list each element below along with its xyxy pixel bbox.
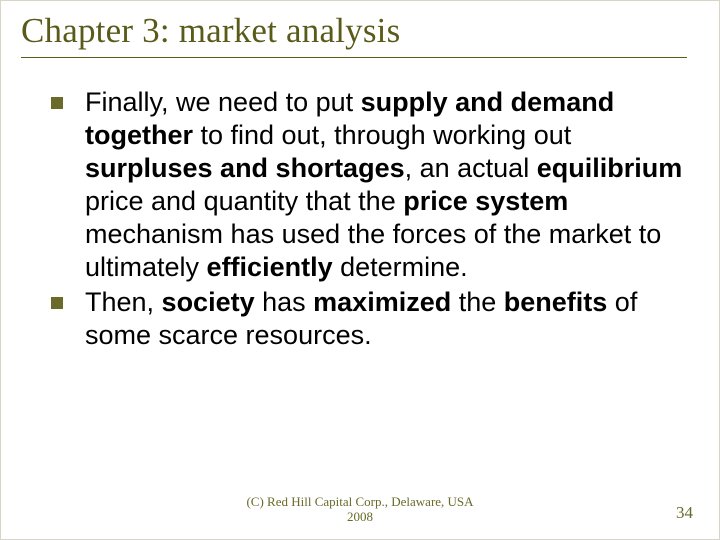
slide-container: Chapter 3: market analysis Finally, we n… <box>1 1 719 539</box>
text-run: Then, <box>85 287 162 317</box>
slide-title: Chapter 3: market analysis <box>21 11 687 58</box>
bold-run: equilibrium <box>537 153 683 183</box>
text-run: Finally, we need to put <box>85 87 361 117</box>
footer: (C) Red Hill Capital Corp., Delaware, US… <box>1 495 719 525</box>
bold-run: efficiently <box>207 252 333 282</box>
footer-line-2: 2008 <box>1 510 719 525</box>
bold-run: society <box>162 287 255 317</box>
bullet-item: Finally, we need to put supply and deman… <box>51 86 687 284</box>
bold-run: price system <box>403 186 568 216</box>
bullet-item: Then, society has maximized the benefits… <box>51 286 687 352</box>
footer-line-1: (C) Red Hill Capital Corp., Delaware, US… <box>1 495 719 510</box>
text-run: has <box>255 287 314 317</box>
text-run: the <box>451 287 504 317</box>
text-run: price and quantity that the <box>85 186 403 216</box>
bold-run: maximized <box>313 287 451 317</box>
text-run: to find out, through working out <box>193 120 571 150</box>
bullet-list: Finally, we need to put supply and deman… <box>21 86 687 352</box>
page-number: 34 <box>676 503 693 523</box>
text-run: determine. <box>333 252 468 282</box>
bold-run: surpluses and shortages <box>85 153 405 183</box>
bold-run: benefits <box>504 287 608 317</box>
text-run: , an actual <box>405 153 537 183</box>
